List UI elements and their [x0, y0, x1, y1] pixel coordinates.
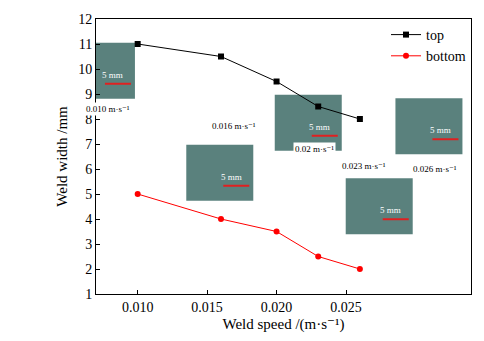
svg-text:1: 1 [85, 287, 92, 302]
svg-text:0.023 m·s⁻¹: 0.023 m·s⁻¹ [342, 161, 386, 171]
svg-text:0.026 m·s⁻¹: 0.026 m·s⁻¹ [413, 164, 457, 174]
svg-text:0.010 m·s⁻¹: 0.010 m·s⁻¹ [86, 104, 130, 114]
svg-text:5 mm: 5 mm [102, 70, 123, 80]
svg-text:top: top [426, 28, 444, 43]
svg-text:4: 4 [85, 212, 92, 227]
svg-text:6: 6 [85, 162, 92, 177]
svg-text:10: 10 [78, 62, 92, 77]
svg-text:8: 8 [85, 112, 92, 127]
svg-text:Weld speed /(m·s⁻¹): Weld speed /(m·s⁻¹) [222, 316, 344, 333]
svg-text:Weld width /mm: Weld width /mm [54, 106, 70, 207]
svg-text:5 mm: 5 mm [380, 205, 401, 215]
svg-text:bottom: bottom [426, 49, 466, 64]
svg-text:3: 3 [85, 237, 92, 252]
svg-text:12: 12 [78, 12, 92, 27]
svg-text:5 mm: 5 mm [309, 122, 330, 132]
svg-text:5 mm: 5 mm [221, 172, 242, 182]
svg-text:0.025: 0.025 [330, 300, 362, 315]
svg-text:0.015: 0.015 [191, 300, 223, 315]
svg-text:7: 7 [85, 137, 92, 152]
svg-text:9: 9 [85, 87, 92, 102]
svg-text:5: 5 [85, 187, 92, 202]
svg-text:5 mm: 5 mm [430, 125, 451, 135]
svg-text:0.010: 0.010 [122, 300, 154, 315]
svg-text:2: 2 [85, 262, 92, 277]
svg-text:11: 11 [79, 37, 92, 52]
svg-text:0.020: 0.020 [261, 300, 293, 315]
svg-text:0.016 m·s⁻¹: 0.016 m·s⁻¹ [212, 121, 256, 131]
svg-text:0.02 m·s⁻¹: 0.02 m·s⁻¹ [295, 144, 334, 154]
